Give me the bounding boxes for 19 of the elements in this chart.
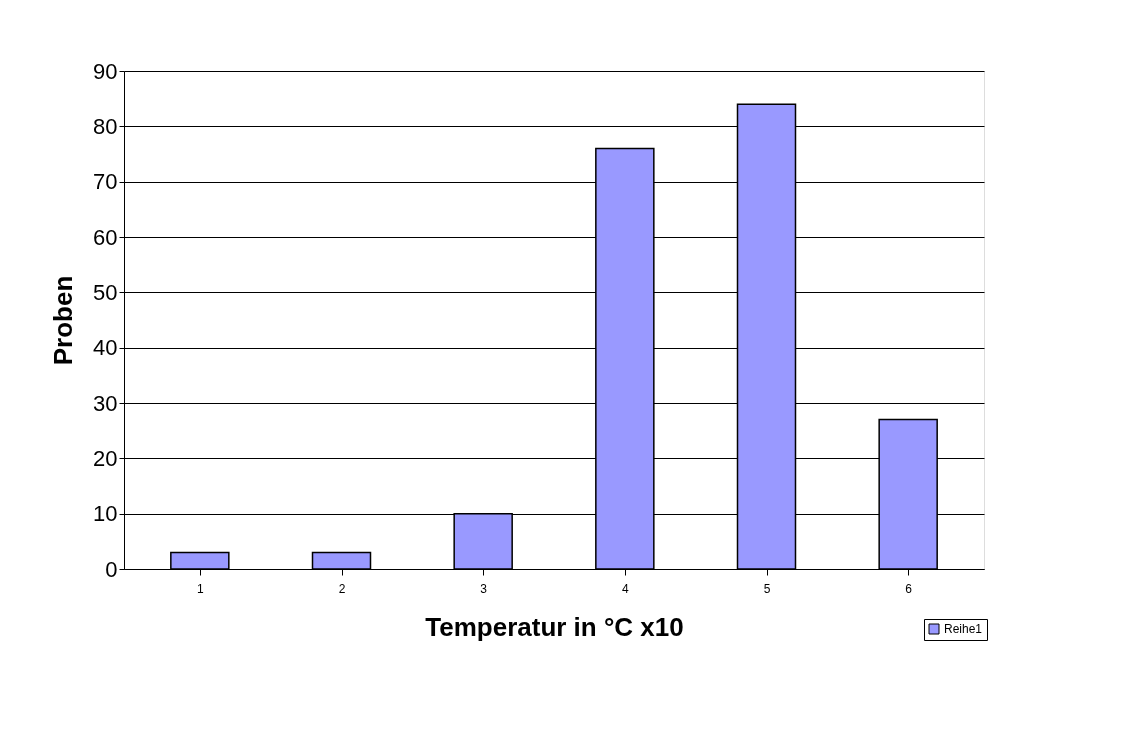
y-tick-label: 70 — [93, 169, 118, 195]
y-tick-label: 30 — [93, 390, 118, 416]
x-tick-label: 5 — [763, 581, 771, 596]
x-axis-title: Temperatur in °C x10 — [425, 611, 684, 642]
y-tick-label: 40 — [93, 335, 118, 361]
y-tick-label: 0 — [105, 556, 118, 582]
x-tick-label: 6 — [905, 581, 913, 596]
x-tick-label: 2 — [338, 581, 346, 596]
y-tick-label: 80 — [93, 113, 118, 139]
y-tick-label: 60 — [93, 224, 118, 250]
y-tick-label: 10 — [93, 501, 118, 527]
x-tick-label: 3 — [480, 581, 488, 596]
y-tick-label: 20 — [93, 445, 118, 471]
legend-label: Reihe1 — [944, 622, 983, 636]
y-axis-title: Proben — [48, 275, 79, 366]
x-tick-label: 1 — [196, 581, 204, 596]
y-tick-label: 90 — [93, 58, 118, 84]
y-tick-label: 50 — [93, 279, 118, 305]
x-tick-label: 4 — [621, 581, 629, 596]
